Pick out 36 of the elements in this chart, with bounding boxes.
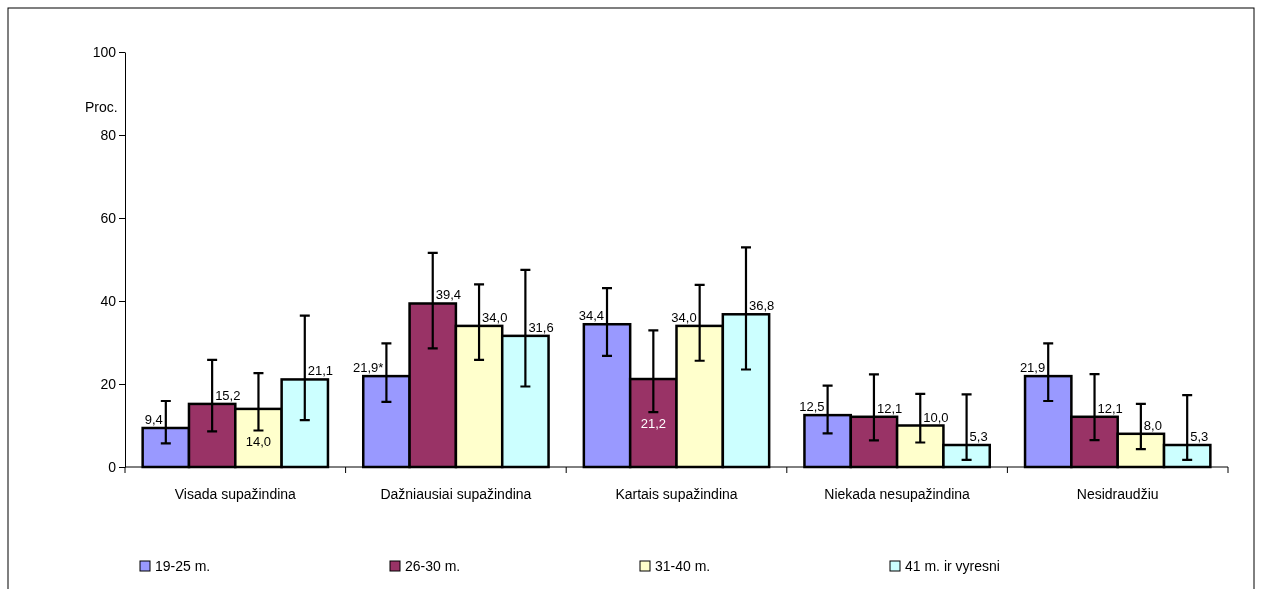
data-label: 12,1 [876,400,903,416]
data-label: 21,9 [1019,360,1046,376]
data-label: 14,0 [245,434,272,450]
data-label: 9,4 [144,411,163,427]
y-tick-label: 0 [108,458,117,475]
y-tick-label: 40 [100,292,117,309]
y-tick-label: 80 [100,126,117,143]
data-label: 12,5 [799,399,825,415]
y-tick-label: 60 [100,209,117,226]
data-label: 34,0 [671,309,697,325]
data-label: 36,8 [748,298,775,314]
data-label: 12,1 [1097,400,1123,416]
data-label: 21,1 [307,363,334,379]
y-tick-label: 100 [92,43,117,60]
legend-label: 19-25 m. [155,558,211,574]
data-label: 5,3 [969,429,988,445]
data-label: 8,0 [1143,417,1162,433]
legend-label: 26-30 m. [405,558,461,574]
data-label: 39,4 [435,287,462,303]
x-tick-label: Nesidraudžiu [1076,486,1159,502]
data-label: 15,2 [215,387,241,403]
data-label: 21,2 [640,416,666,432]
data-label: 10,0 [923,409,949,425]
y-tick-label: 20 [100,375,117,392]
data-label: 34,4 [578,308,605,324]
data-label: 21,9* [353,360,384,376]
x-tick-label: Niekada nesupažindina [824,486,971,502]
data-label: 34,0 [482,309,508,325]
x-tick-label: Kartais supažindina [615,486,738,502]
data-label: 31,6 [528,319,554,335]
legend-label: 41 m. ir vyresni [905,558,1000,574]
x-tick-label: Visada supažindina [174,486,297,502]
data-label: 5,3 [1190,429,1209,445]
y-axis-title: Proc. [85,99,118,115]
x-tick-label: Dažniausiai supažindina [380,486,532,502]
legend-label: 31-40 m. [655,558,711,574]
